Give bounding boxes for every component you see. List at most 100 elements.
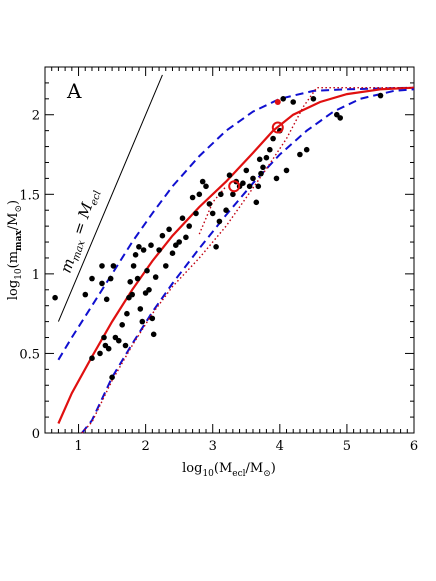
data-point xyxy=(140,247,147,253)
data-point xyxy=(169,250,176,256)
x-tick-label: 2 xyxy=(141,439,149,454)
data-point xyxy=(156,247,162,253)
x-tick-label: 5 xyxy=(343,439,351,454)
x-tick-label: 3 xyxy=(209,439,217,454)
data-point xyxy=(377,92,384,99)
data-point xyxy=(196,191,203,198)
data-point xyxy=(273,175,280,182)
data-point xyxy=(127,279,133,285)
data-point xyxy=(218,191,224,198)
reference-line-label: mmax = Mecl xyxy=(57,186,104,276)
data-points xyxy=(52,92,384,381)
data-point xyxy=(280,96,287,102)
x-axis-label: log10(Mecl/M⊙) xyxy=(182,461,276,479)
median-solid-curve xyxy=(57,86,415,424)
data-point xyxy=(149,315,156,322)
data-point xyxy=(176,239,182,245)
data-point xyxy=(136,244,142,250)
lower-dashed-curve xyxy=(81,88,415,434)
upper-dashed-curve xyxy=(57,86,415,361)
data-point xyxy=(152,274,159,280)
y-tick-label: 0.5 xyxy=(19,347,40,362)
data-point xyxy=(159,232,166,239)
highlight-point xyxy=(271,121,284,134)
data-point xyxy=(267,146,273,153)
panel-label: A xyxy=(66,79,82,103)
x-tick-label: 6 xyxy=(410,439,418,454)
data-point xyxy=(246,183,253,190)
data-point xyxy=(144,267,150,274)
data-point xyxy=(101,334,107,341)
data-point xyxy=(146,287,152,293)
axis-ticks xyxy=(44,66,415,434)
data-point xyxy=(243,167,250,174)
data-point xyxy=(99,280,105,287)
data-point xyxy=(255,183,262,190)
highlighted-points xyxy=(228,99,284,193)
data-point xyxy=(216,218,223,225)
data-point xyxy=(337,115,344,121)
data-point xyxy=(116,337,122,344)
lower-dotted-curve xyxy=(81,87,414,434)
highlight-point xyxy=(228,180,241,193)
data-point xyxy=(52,294,58,301)
one-to-one-line xyxy=(57,74,163,322)
data-point xyxy=(119,322,125,328)
highlight-point xyxy=(274,99,281,105)
data-point xyxy=(137,306,144,312)
data-point xyxy=(166,226,172,233)
data-point xyxy=(89,275,95,282)
data-point xyxy=(163,263,169,269)
data-point xyxy=(223,207,229,213)
data-point xyxy=(148,242,154,248)
data-point xyxy=(263,154,270,161)
data-point xyxy=(97,350,103,357)
data-point xyxy=(179,215,186,221)
data-point xyxy=(186,223,192,229)
y-axis-label: log10(mmax/M⊙) xyxy=(6,200,24,300)
x-tick-label: 4 xyxy=(276,439,284,454)
data-point xyxy=(134,275,141,282)
data-point xyxy=(99,263,105,269)
data-point xyxy=(130,263,137,269)
data-point xyxy=(213,244,219,250)
data-point xyxy=(226,172,233,178)
data-point xyxy=(256,156,263,163)
model-curves xyxy=(57,86,415,434)
data-point xyxy=(250,175,256,182)
y-tick-label: 0 xyxy=(32,427,40,442)
plot-frame xyxy=(44,66,415,434)
data-point xyxy=(89,355,95,362)
tick-labels: 1 2 3 4 5 6 0 0.5 1 1.5 2 xyxy=(19,109,418,454)
data-point xyxy=(297,151,303,158)
x-tick-label: 1 xyxy=(74,439,82,454)
data-point xyxy=(203,183,209,190)
data-point xyxy=(183,234,189,241)
y-tick-label: 2 xyxy=(32,109,40,124)
data-point xyxy=(110,263,117,269)
data-point xyxy=(105,345,112,352)
data-point xyxy=(109,374,115,381)
data-point xyxy=(107,275,114,282)
data-point xyxy=(199,178,206,185)
data-point xyxy=(258,170,264,177)
reference-line xyxy=(57,74,163,322)
data-point xyxy=(129,291,135,298)
data-point xyxy=(253,199,260,206)
data-point xyxy=(303,146,310,153)
data-point xyxy=(82,291,89,298)
data-point xyxy=(139,318,146,325)
data-point xyxy=(230,191,236,198)
data-point xyxy=(132,252,139,258)
data-point xyxy=(209,210,216,217)
data-point xyxy=(193,210,199,217)
data-point xyxy=(310,96,317,102)
data-point xyxy=(189,194,196,201)
data-point xyxy=(290,99,297,105)
y-tick-label: 1 xyxy=(32,268,40,283)
data-point xyxy=(124,310,130,317)
data-point xyxy=(103,296,110,303)
data-point xyxy=(150,331,157,338)
data-point xyxy=(206,201,213,207)
